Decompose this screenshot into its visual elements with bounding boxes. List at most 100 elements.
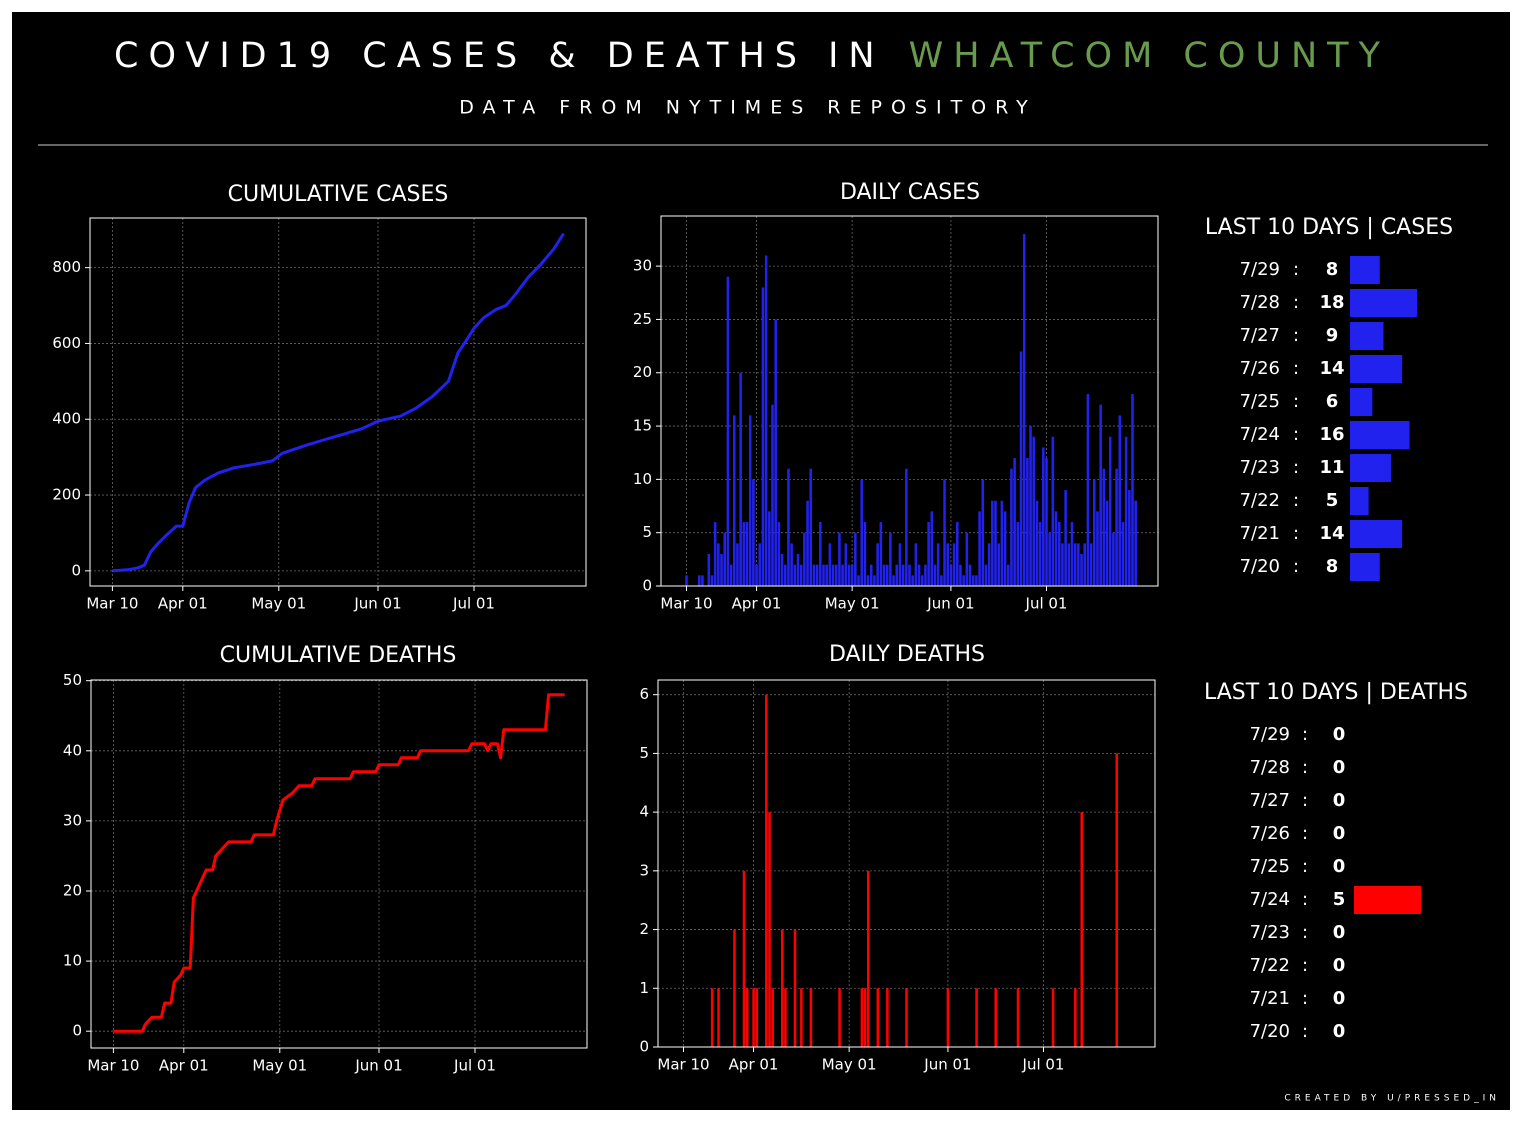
bar — [997, 543, 1000, 586]
x-tick-label: May 01 — [822, 1056, 877, 1074]
bar — [1096, 511, 1099, 586]
bar — [1013, 458, 1016, 586]
row-label: 7/28 — [1250, 757, 1290, 778]
bar — [1350, 388, 1373, 416]
bar — [981, 479, 985, 586]
x-tick-label: May 01 — [825, 595, 880, 613]
value-label: 0 — [1333, 856, 1346, 877]
x-tick-label: Apr 01 — [732, 595, 782, 613]
plot-frame — [660, 215, 1159, 587]
bar — [1038, 522, 1042, 586]
bar — [965, 532, 969, 586]
bar — [936, 543, 940, 586]
y-tick-label: 40 — [63, 741, 82, 759]
y-tick-label: 0 — [642, 577, 652, 595]
value-label: 0 — [1333, 1021, 1346, 1042]
value-label: 11 — [1319, 457, 1344, 478]
footer: CREATED BY U/PRESSED_IN — [1284, 1094, 1500, 1104]
row-label: 7/26 — [1240, 358, 1280, 379]
separator: : — [1293, 523, 1299, 544]
bar — [697, 575, 701, 586]
bar — [768, 511, 771, 586]
bar — [930, 511, 934, 586]
bar — [1350, 454, 1391, 482]
plot-frame — [89, 217, 587, 587]
separator: : — [1293, 259, 1299, 280]
y-tick-label: 0 — [639, 1038, 649, 1056]
bar — [768, 812, 771, 1047]
plot-frame — [90, 679, 588, 1049]
bar — [1035, 500, 1039, 586]
title-main: COVID19 CASES & DEATHS IN — [114, 36, 885, 76]
y-tick-label: 30 — [63, 811, 82, 829]
bar — [873, 575, 876, 586]
bar — [889, 532, 892, 586]
separator: : — [1302, 757, 1308, 778]
bar — [1083, 543, 1086, 586]
bar — [774, 319, 777, 586]
bar — [911, 575, 914, 586]
bar — [812, 564, 816, 586]
bar — [876, 988, 880, 1047]
y-tick-label: 50 — [63, 671, 82, 689]
bar — [860, 479, 863, 586]
bar — [745, 522, 749, 586]
bar — [1350, 322, 1384, 350]
row-label: 7/24 — [1250, 889, 1290, 910]
bar — [784, 988, 787, 1047]
bar — [1099, 404, 1102, 586]
bar — [1350, 553, 1380, 581]
value-label: 8 — [1326, 556, 1339, 577]
x-tick-label: Jul 01 — [1022, 1056, 1065, 1074]
bar — [1350, 487, 1369, 515]
bar — [1102, 468, 1106, 586]
y-tick-label: 6 — [639, 685, 649, 703]
bar — [971, 575, 975, 586]
y-tick-label: 0 — [71, 561, 81, 579]
bar — [956, 522, 959, 586]
separator: : — [1302, 790, 1308, 811]
value-label: 6 — [1326, 391, 1339, 412]
y-tick-label: 400 — [52, 410, 81, 428]
bar — [819, 522, 822, 586]
bar — [943, 479, 946, 586]
x-tick-label: Jun 01 — [354, 1057, 402, 1075]
y-tick-label: 20 — [633, 363, 652, 381]
separator: : — [1293, 391, 1299, 412]
bar — [809, 988, 813, 1047]
x-tick-label: Jun 01 — [353, 595, 401, 613]
bar — [1016, 522, 1020, 586]
y-tick-label: 20 — [63, 881, 82, 899]
bar — [991, 500, 994, 586]
value-label: 14 — [1319, 358, 1344, 379]
value-label: 0 — [1333, 922, 1346, 943]
bar — [758, 543, 762, 586]
bar — [917, 564, 921, 586]
bar — [1080, 554, 1083, 586]
bar — [1115, 753, 1119, 1047]
bar — [1000, 500, 1004, 586]
row-label: 7/22 — [1240, 490, 1280, 511]
bar — [1121, 522, 1125, 586]
bar — [1057, 522, 1061, 586]
separator: : — [1293, 490, 1299, 511]
bar — [707, 554, 711, 586]
y-tick-label: 0 — [72, 1022, 82, 1040]
row-label: 7/23 — [1250, 922, 1290, 943]
y-tick-label: 200 — [52, 486, 81, 504]
bar — [764, 255, 768, 586]
bar — [710, 575, 714, 586]
bar — [729, 564, 733, 586]
bar — [924, 564, 927, 586]
x-tick-label: Mar 10 — [87, 1057, 139, 1075]
page-title: COVID19 CASES & DEATHS IN WHATCOM COUNTY — [114, 36, 1390, 76]
value-label: 8 — [1326, 259, 1339, 280]
bar — [1061, 543, 1064, 586]
bar — [869, 564, 873, 586]
y-tick-label: 5 — [642, 523, 652, 541]
bar — [742, 870, 746, 1047]
y-tick-label: 3 — [639, 861, 649, 879]
value-label: 0 — [1333, 757, 1346, 778]
bar — [809, 468, 813, 586]
